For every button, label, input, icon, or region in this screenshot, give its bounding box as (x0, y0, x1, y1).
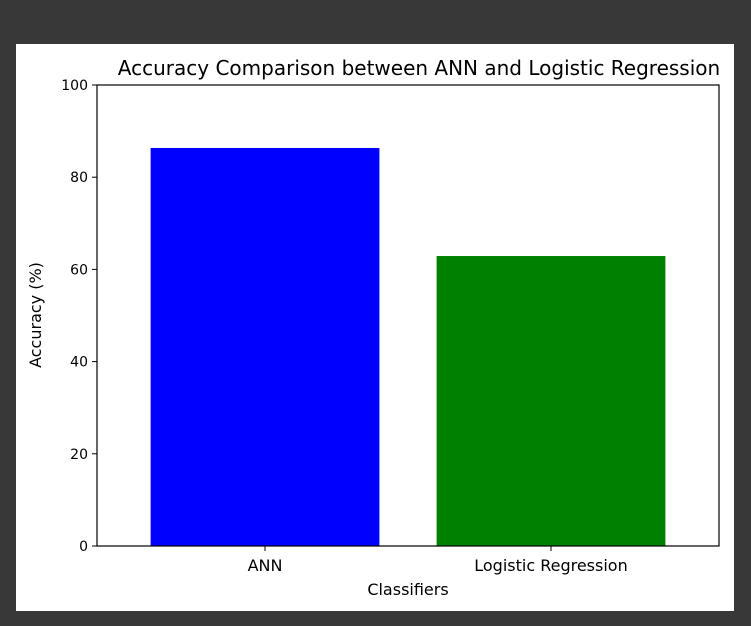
chart-title: Accuracy Comparison between ANN and Logi… (118, 56, 720, 80)
x-tick-label-ann: ANN (248, 556, 283, 575)
y-tick-label-60: 60 (70, 262, 88, 278)
x-axis-label: Classifiers (367, 580, 448, 599)
bar-ann (150, 147, 380, 546)
bar-logistic-regression (436, 256, 666, 546)
y-axis-label: Accuracy (%) (26, 262, 45, 368)
chart-figure: Accuracy Comparison between ANN and Logi… (16, 44, 734, 611)
x-tick-label-logistic-regression: Logistic Regression (474, 556, 627, 575)
bar-chart: Accuracy Comparison between ANN and Logi… (26, 56, 720, 599)
y-tick-label-40: 40 (70, 355, 88, 371)
y-tick-label-80: 80 (70, 170, 88, 186)
y-tick-label-0: 0 (79, 539, 88, 555)
plot-frame (96, 84, 720, 547)
y-tick-label-100: 100 (61, 78, 88, 94)
y-tick-label-20: 20 (70, 447, 88, 463)
